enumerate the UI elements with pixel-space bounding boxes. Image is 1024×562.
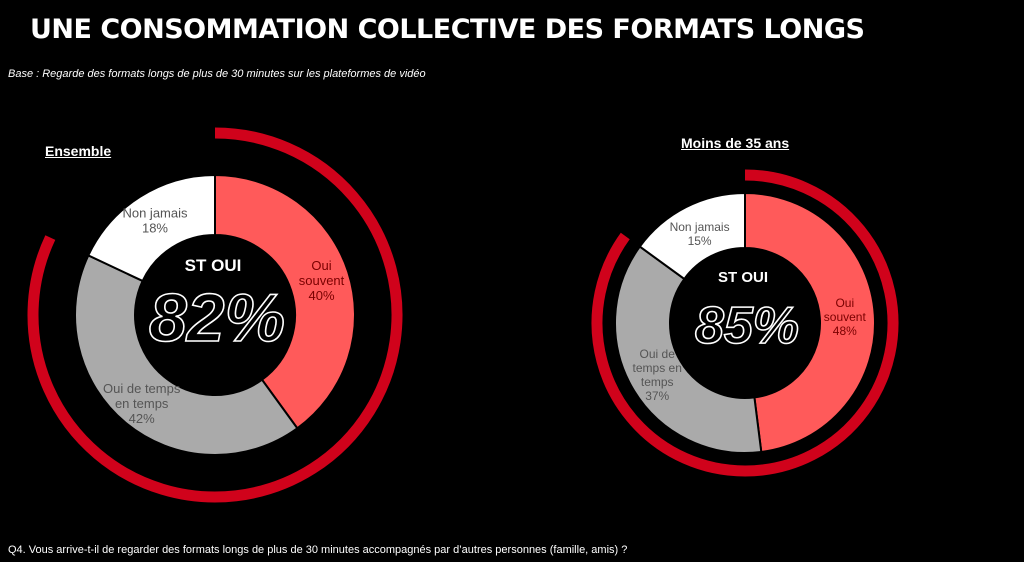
slice-label-2: Non jamais 18% bbox=[122, 205, 188, 235]
base-note: Base : Regarde des formats longs de plus… bbox=[8, 68, 426, 80]
st-oui-outer-arc bbox=[591, 169, 899, 477]
slice-1 bbox=[614, 245, 763, 454]
slice-2 bbox=[638, 191, 746, 281]
donut-chart-0: Oui souvent 40% Oui de temps en temps 42% Non … bbox=[27, 127, 403, 503]
center-label: ST OUI bbox=[185, 256, 242, 275]
center-label: ST OUI bbox=[718, 269, 768, 286]
st-oui-outer-arc bbox=[27, 127, 403, 503]
slice-2 bbox=[86, 173, 216, 283]
chart-title-ensemble: Ensemble bbox=[45, 143, 112, 159]
center-value: 85% bbox=[695, 297, 799, 355]
page-title: UNE CONSOMMATION COLLECTIVE DES FORMATS … bbox=[30, 14, 865, 45]
slice-0 bbox=[214, 173, 356, 430]
slice-label-1: Oui de temps en temps 37% bbox=[633, 347, 682, 403]
slice-label-0: Oui souvent 40% bbox=[299, 258, 345, 303]
footer-question: Q4. Vous arrive-t-il de regarder des for… bbox=[8, 544, 628, 556]
slice-label-1: Oui de temps en temps 42% bbox=[103, 381, 181, 426]
center-value: 82% bbox=[149, 280, 285, 356]
slice-1 bbox=[74, 254, 299, 456]
slice-label-2: Non jamais 15% bbox=[670, 220, 730, 248]
chart-title-moins-35: Moins de 35 ans bbox=[681, 135, 790, 151]
slice-0 bbox=[744, 191, 876, 454]
donut-chart-1: Oui souvent 48% Oui de temps en temps 37% Non j… bbox=[591, 169, 899, 477]
slice-label-0: Oui souvent 48% bbox=[824, 296, 867, 338]
